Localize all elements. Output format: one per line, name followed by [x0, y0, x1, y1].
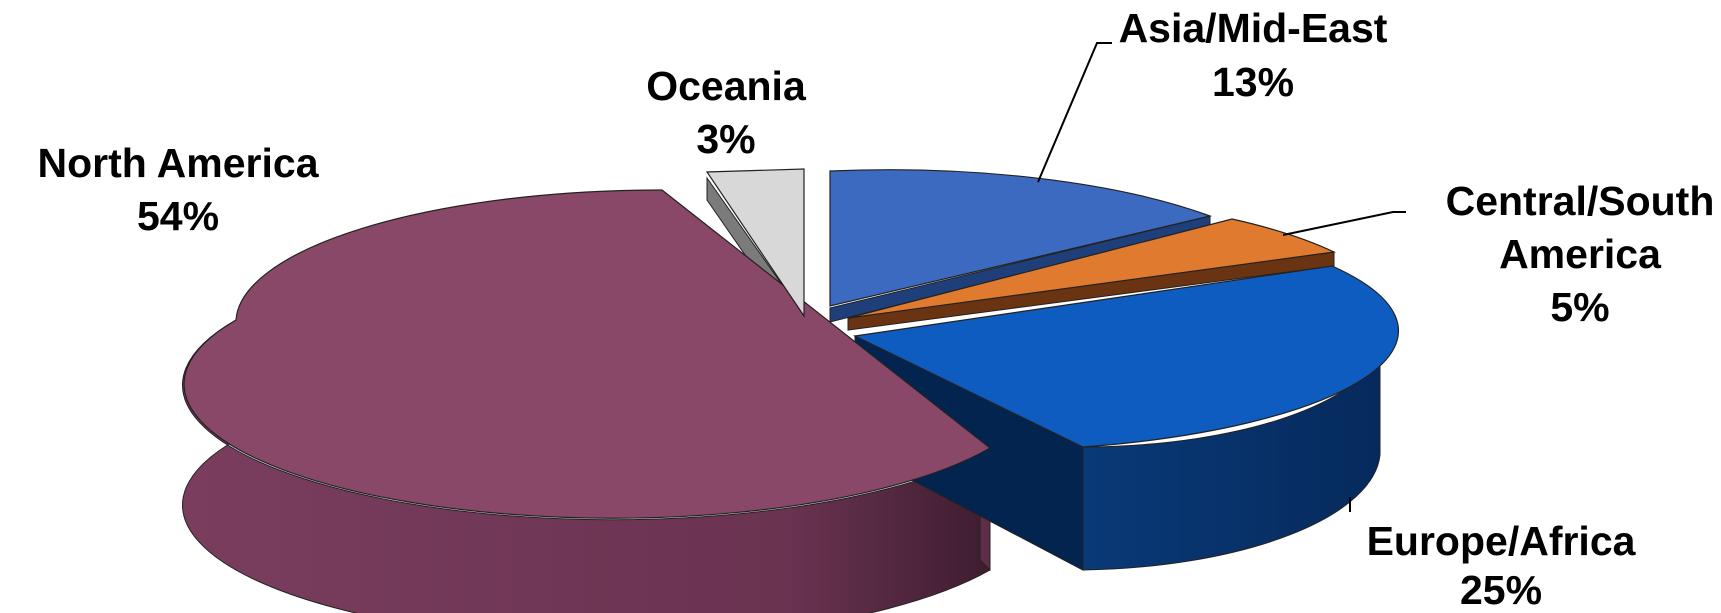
slice-north-america	[183, 189, 992, 519]
label-oceania-value: 3%	[696, 116, 755, 162]
asia-mid-east-leader	[1037, 42, 1112, 183]
label-europe-africa-value: 25%	[1460, 567, 1542, 613]
slice-oceania	[705, 168, 805, 318]
label-north-america-name: North America	[38, 140, 320, 186]
leader-lines	[1037, 42, 1406, 512]
label-central-south-america-name-line1: Central/South	[1446, 178, 1715, 224]
label-europe-africa-name: Europe/Africa	[1367, 518, 1637, 564]
central-south-america-leader	[1282, 211, 1406, 236]
label-asia-mid-east-name: Asia/Mid-East	[1119, 5, 1388, 51]
label-north-america-value: 54%	[137, 193, 219, 239]
label-central-south-america-name-line2: America	[1499, 231, 1662, 277]
label-oceania-name: Oceania	[646, 63, 807, 109]
label-central-south-america-value: 5%	[1550, 284, 1609, 330]
data-labels: Asia/Mid-East 13% Central/South America …	[38, 5, 1715, 613]
label-asia-mid-east-value: 13%	[1212, 59, 1294, 105]
slice-europe-africa	[852, 265, 1400, 448]
